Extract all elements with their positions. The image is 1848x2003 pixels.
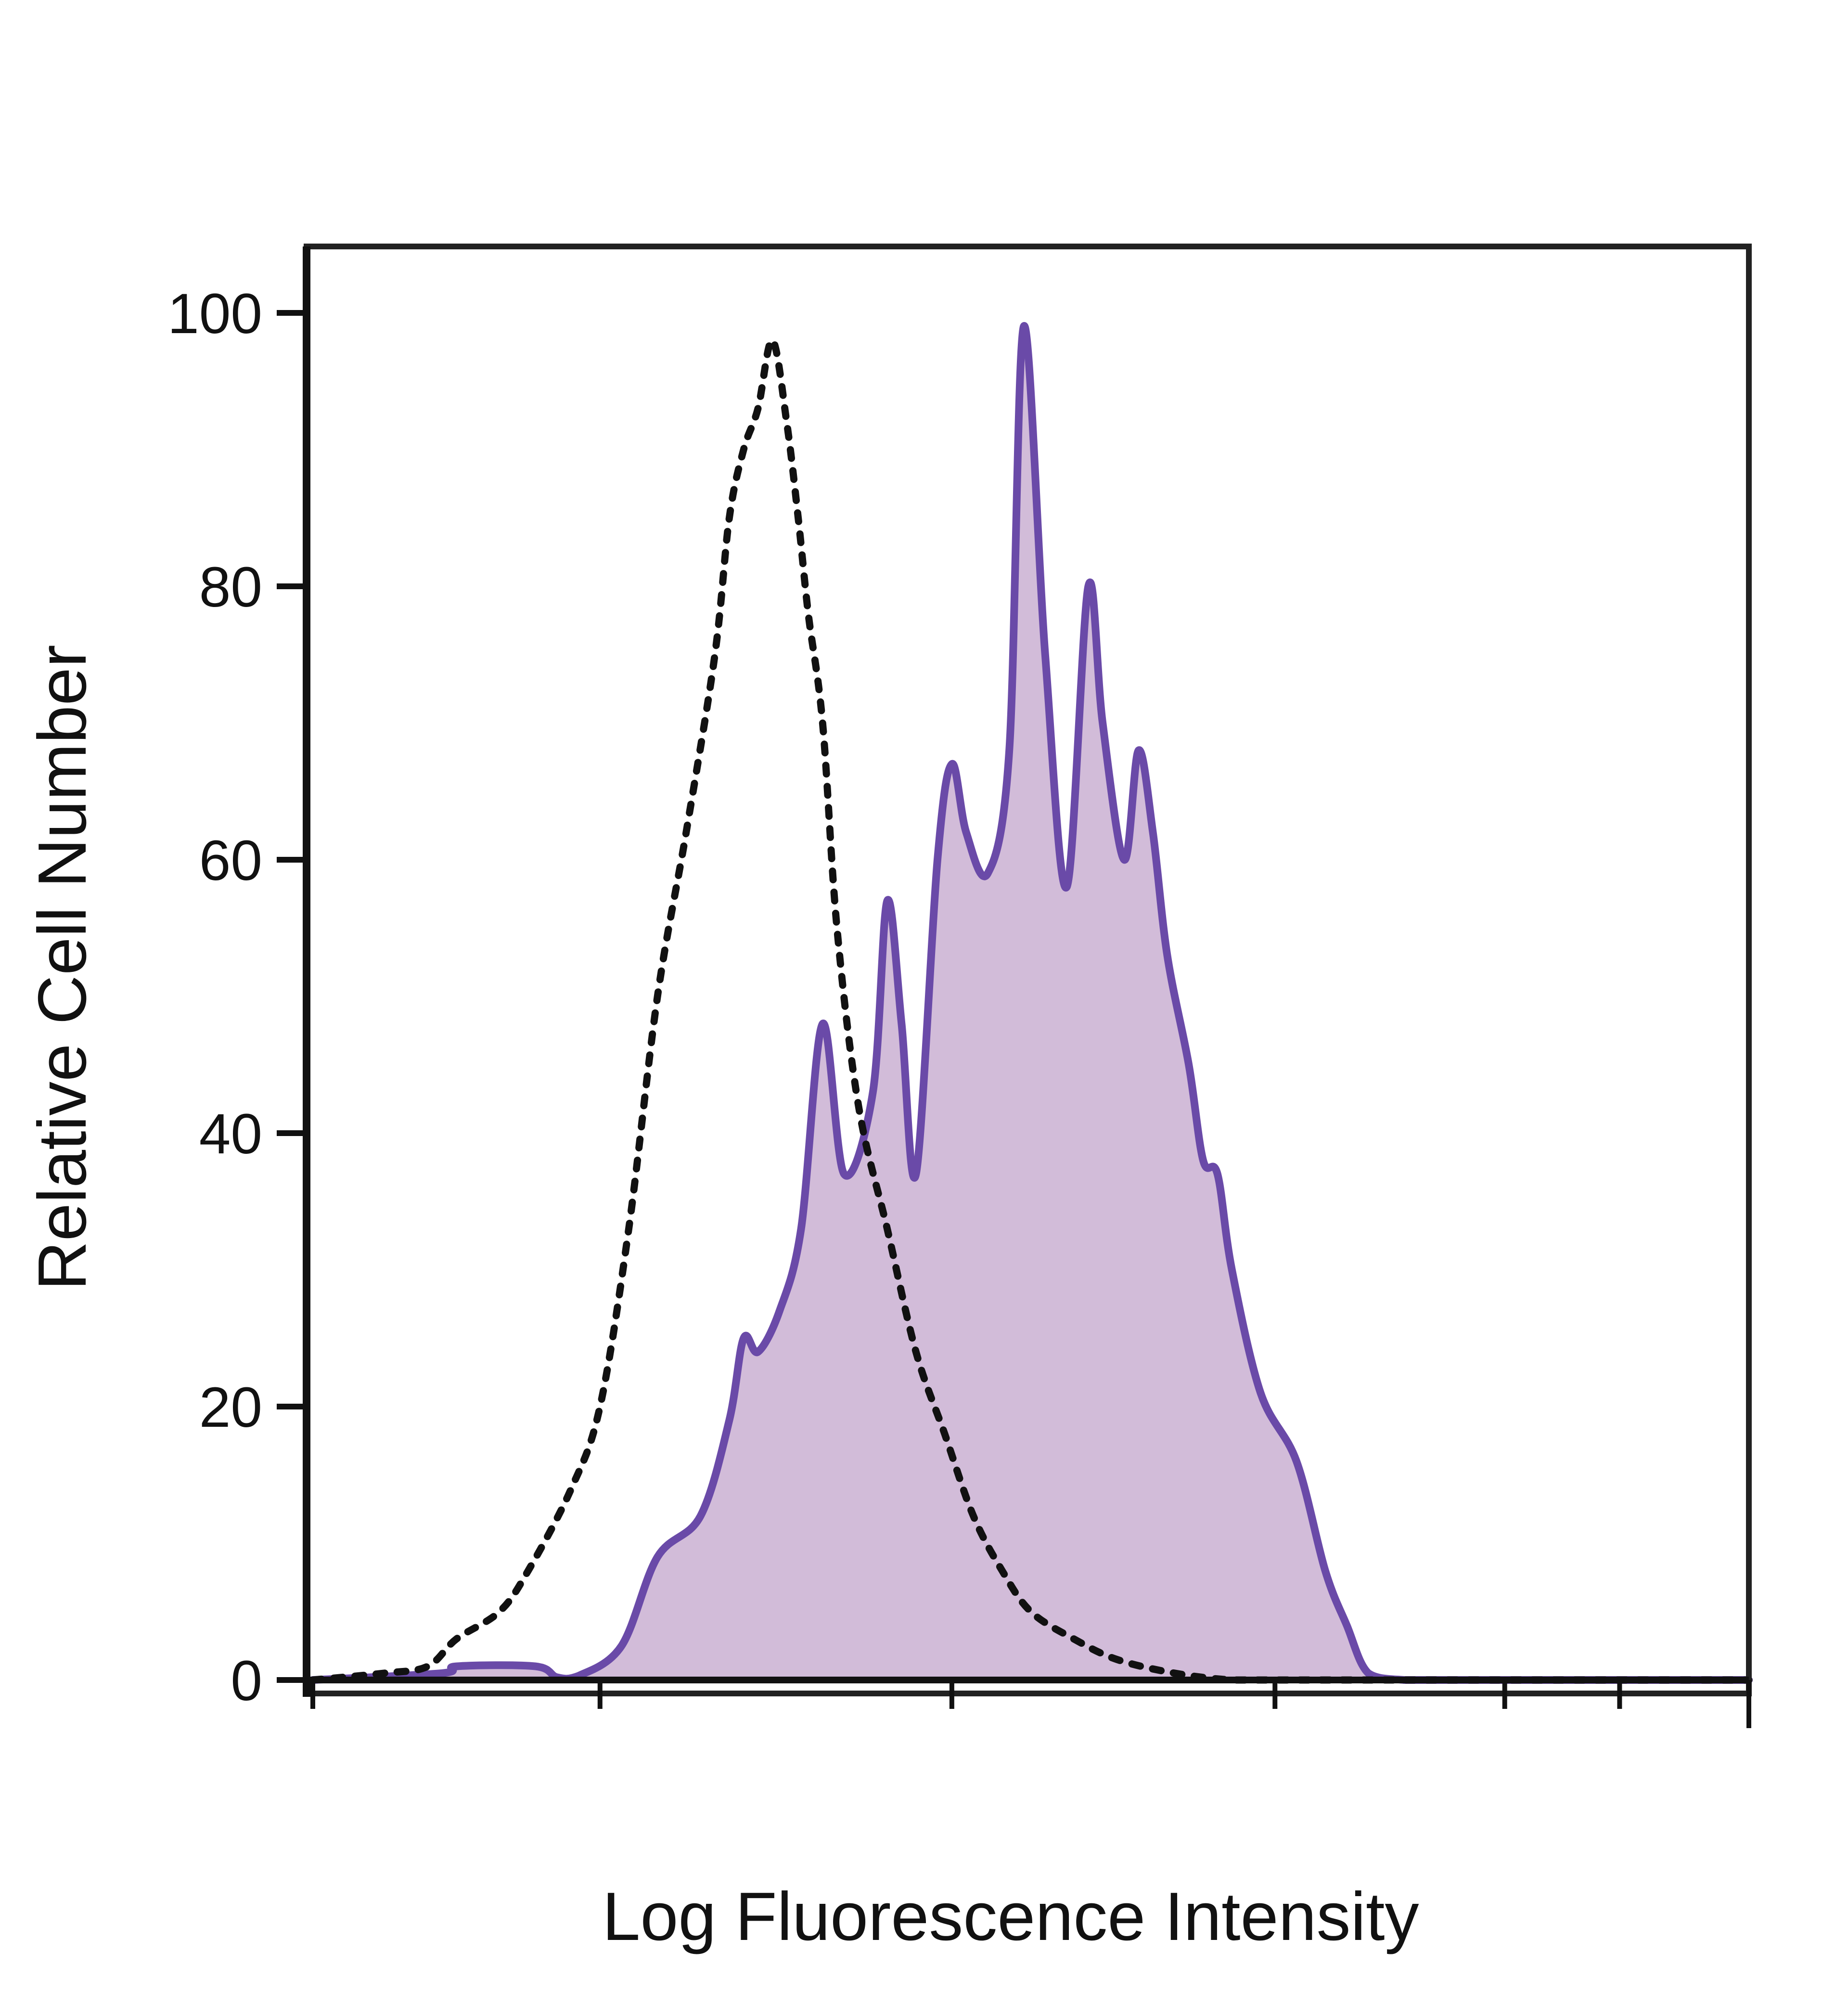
y-tick-label-0: 0 bbox=[231, 1649, 262, 1713]
y-tick-label-80: 80 bbox=[199, 556, 262, 619]
y-tick-label-40: 40 bbox=[199, 1102, 262, 1166]
y-tick-label-100: 100 bbox=[167, 282, 262, 346]
y-tick-label-60: 60 bbox=[199, 829, 262, 892]
plot-layer bbox=[309, 322, 1753, 1684]
y-ticks: 0 20 40 60 80 100 bbox=[167, 282, 307, 1713]
series-0-line bbox=[309, 322, 1753, 1684]
y-axis-title: Relative Cell Number bbox=[24, 645, 101, 1291]
x-axis-title: Log Fluorescence Intensity bbox=[602, 1878, 1419, 1955]
series-1-dotted-line bbox=[309, 336, 1753, 1684]
series-0-area bbox=[313, 325, 1749, 1680]
y-tick-label-20: 20 bbox=[199, 1376, 262, 1439]
x-ticks bbox=[310, 1680, 1751, 1728]
